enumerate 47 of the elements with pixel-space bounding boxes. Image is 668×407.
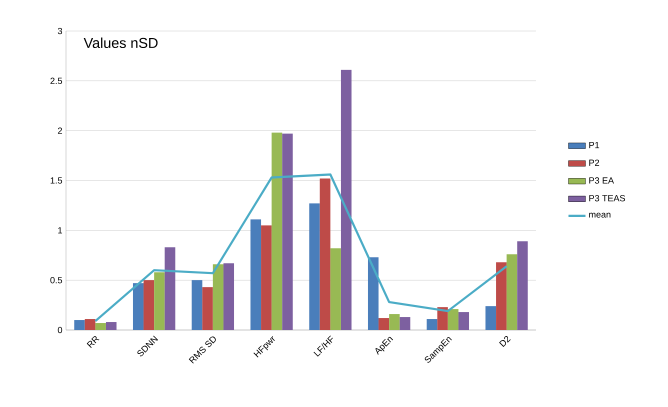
bar <box>272 132 282 330</box>
bar <box>340 70 352 330</box>
y-tick-label: 0 <box>58 326 62 334</box>
bar <box>144 280 154 330</box>
bar <box>84 319 96 330</box>
bar <box>223 263 234 330</box>
x-tick-label: RR <box>86 336 100 348</box>
line-series <box>94 173 508 322</box>
bar <box>448 309 458 330</box>
y-tick-label: 1 <box>58 227 62 234</box>
bar <box>154 272 165 330</box>
y-tick-label: 3 <box>58 28 62 34</box>
bar <box>74 320 85 330</box>
bar <box>282 134 293 330</box>
bar <box>458 312 470 330</box>
bar <box>212 264 224 330</box>
bar <box>250 219 262 330</box>
y-tick-label: 2.5 <box>50 78 62 84</box>
bar <box>517 241 528 330</box>
legend-label: P3 TEAS <box>589 195 626 202</box>
y-tick-label: 0.5 <box>50 276 62 284</box>
bar <box>309 203 320 330</box>
bar <box>132 283 144 330</box>
bar <box>261 225 272 330</box>
bar <box>320 178 330 330</box>
bar <box>426 319 438 330</box>
bar <box>506 254 518 330</box>
chart-title: Values nSD <box>84 38 158 48</box>
bar <box>164 247 176 330</box>
legend-label: P1 <box>589 142 600 148</box>
bar <box>95 323 106 330</box>
bar <box>389 314 400 330</box>
bar <box>106 322 117 330</box>
legend-label: P3 EA <box>589 177 614 184</box>
bar <box>330 248 341 330</box>
bar <box>202 287 213 330</box>
legend-label: mean <box>589 212 610 218</box>
bar <box>378 318 390 330</box>
legend-label: P2 <box>589 160 600 166</box>
bar <box>496 262 507 330</box>
bar <box>400 317 410 330</box>
y-tick-label: 1.5 <box>50 177 62 184</box>
bar <box>485 306 496 330</box>
x-tick-label: D2 <box>499 336 511 347</box>
y-tick-label: 2 <box>58 128 62 134</box>
bar <box>368 257 379 330</box>
bar <box>192 280 202 330</box>
